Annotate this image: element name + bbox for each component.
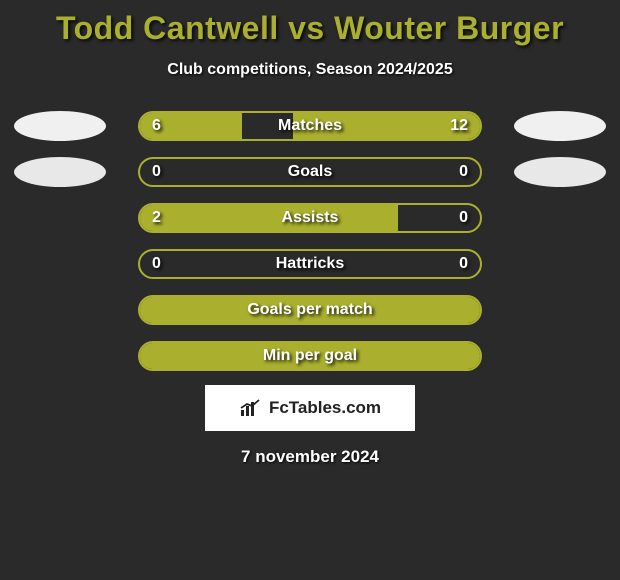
stat-label: Goals	[140, 159, 480, 185]
stat-row-goals: 0 Goals 0	[0, 157, 620, 187]
infographic-container: Todd Cantwell vs Wouter Burger Club comp…	[0, 0, 620, 580]
attribution-text: FcTables.com	[269, 398, 381, 418]
stat-rows: 6 Matches 12 0 Goals 0 2 As	[0, 111, 620, 371]
stat-bar: Goals per match	[138, 295, 482, 325]
team-oval-right	[514, 157, 606, 187]
stat-label: Assists	[140, 205, 480, 231]
team-oval-left	[14, 111, 106, 141]
stat-row-hattricks: 0 Hattricks 0	[0, 249, 620, 279]
stat-row-assists: 2 Assists 0	[0, 203, 620, 233]
stat-label: Matches	[140, 113, 480, 139]
stat-value-right: 0	[459, 251, 468, 277]
page-title: Todd Cantwell vs Wouter Burger	[0, 0, 620, 47]
stat-label: Hattricks	[140, 251, 480, 277]
stat-value-right: 0	[459, 205, 468, 231]
stat-bar: 0 Goals 0	[138, 157, 482, 187]
stat-label: Min per goal	[140, 343, 480, 369]
stat-value-right: 0	[459, 159, 468, 185]
date-text: 7 november 2024	[0, 447, 620, 467]
stat-row-matches: 6 Matches 12	[0, 111, 620, 141]
chart-icon	[239, 398, 265, 418]
stat-bar: Min per goal	[138, 341, 482, 371]
stat-label: Goals per match	[140, 297, 480, 323]
subtitle: Club competitions, Season 2024/2025	[0, 61, 620, 79]
stat-row-goals-per-match: Goals per match	[0, 295, 620, 325]
stat-row-min-per-goal: Min per goal	[0, 341, 620, 371]
stat-bar: 0 Hattricks 0	[138, 249, 482, 279]
team-oval-right	[514, 111, 606, 141]
stat-bar: 6 Matches 12	[138, 111, 482, 141]
team-oval-left	[14, 157, 106, 187]
attribution-badge: FcTables.com	[205, 385, 415, 431]
stat-bar: 2 Assists 0	[138, 203, 482, 233]
stat-value-right: 12	[450, 113, 468, 139]
